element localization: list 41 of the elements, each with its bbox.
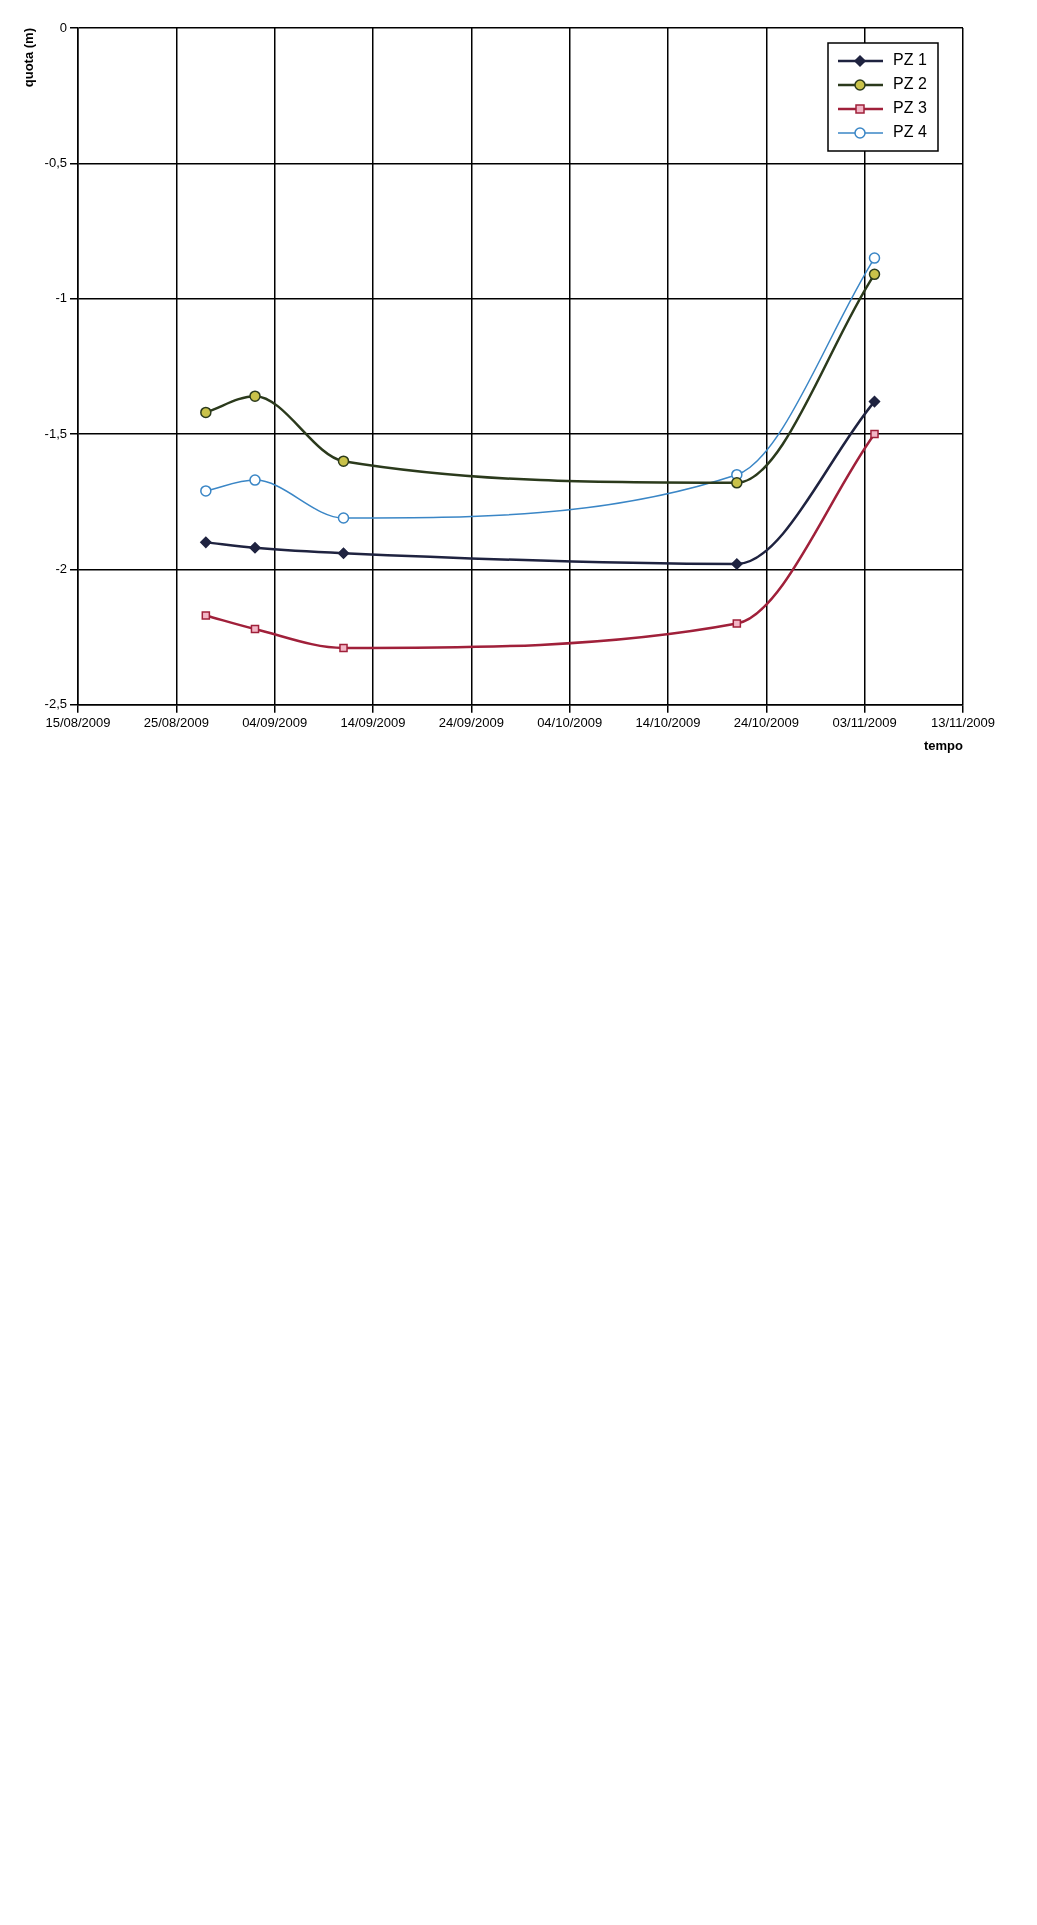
y-tick-label: -2 bbox=[55, 561, 67, 577]
x-tick-label: 25/08/2009 bbox=[143, 715, 209, 731]
point bbox=[870, 429, 879, 439]
x-tick-label: 24/09/2009 bbox=[438, 715, 504, 731]
point bbox=[249, 542, 261, 554]
x-tick-label: 14/09/2009 bbox=[340, 715, 406, 731]
point bbox=[337, 547, 350, 559]
point bbox=[249, 474, 261, 486]
point bbox=[868, 252, 881, 264]
x-tick-label: 24/10/2009 bbox=[733, 715, 799, 731]
point bbox=[731, 558, 743, 570]
x-tick-label: 14/10/2009 bbox=[635, 715, 701, 731]
x-tick-label: 15/08/2009 bbox=[45, 715, 111, 731]
legend-label: PZ 1 bbox=[893, 51, 927, 69]
legend-label: PZ 2 bbox=[893, 75, 927, 93]
point bbox=[200, 406, 212, 419]
point bbox=[339, 643, 348, 653]
legend-label: PZ 3 bbox=[893, 99, 927, 117]
point bbox=[200, 485, 212, 497]
x-tick-label: 03/11/2009 bbox=[832, 715, 897, 731]
y-tick-label: -1,5 bbox=[44, 425, 67, 441]
y-axis-title: quota (m) bbox=[21, 28, 37, 88]
x-tick-label: 04/10/2009 bbox=[537, 715, 603, 731]
point bbox=[337, 512, 350, 524]
y-tick-label: -0,5 bbox=[44, 154, 67, 170]
point bbox=[337, 455, 350, 467]
x-tick-label: 04/09/2009 bbox=[242, 715, 308, 731]
point bbox=[731, 477, 743, 489]
point bbox=[200, 536, 212, 549]
point bbox=[868, 395, 881, 408]
legend-label: PZ 4 bbox=[893, 123, 927, 141]
point bbox=[868, 268, 881, 281]
point bbox=[732, 619, 742, 628]
x-tick-label: 13/11/2009 bbox=[930, 715, 996, 731]
y-tick-label: -2,5 bbox=[44, 696, 67, 712]
point bbox=[249, 390, 261, 402]
point bbox=[250, 624, 260, 634]
point bbox=[201, 611, 211, 620]
y-tick-label: 0 bbox=[59, 19, 67, 35]
x-axis-title: tempo bbox=[924, 737, 964, 753]
y-tick-label: -1 bbox=[55, 290, 67, 306]
